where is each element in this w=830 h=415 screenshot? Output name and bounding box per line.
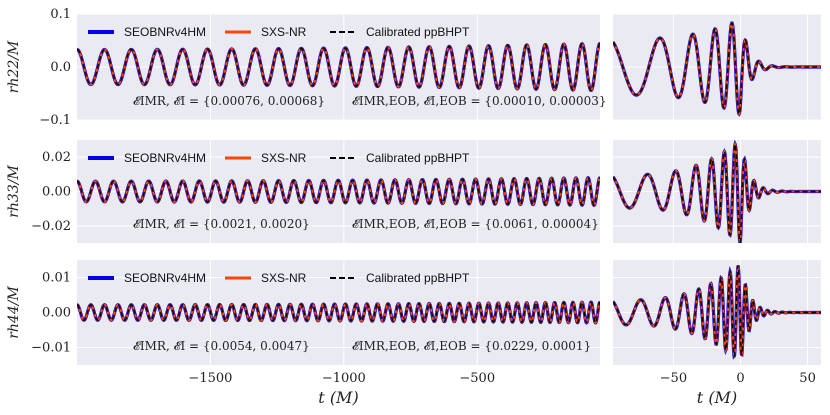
y-axis-label: rh44/M (6, 286, 22, 339)
legend-label-3: Calibrated ppBHPT (366, 25, 470, 39)
legend-label-1: SEOBNRv4HM (124, 151, 206, 165)
left-waveforms-row-1 (77, 41, 600, 93)
legend-label-1: SEOBNRv4HM (124, 271, 206, 285)
xtick-label-left: −500 (459, 371, 495, 386)
ytick-label: 0.01 (42, 271, 71, 286)
ppbhpt-line (77, 176, 600, 207)
error-annotation-right: 𝓔IMR,EOB, 𝓔I,EOB = {0.00010, 0.00003} (352, 94, 606, 108)
right-waveforms-row-2 (613, 140, 821, 243)
legend-label-3: Calibrated ppBHPT (366, 151, 470, 165)
ppbhpt-line (77, 301, 600, 324)
ytick-label: 0.02 (42, 150, 71, 165)
xtick-label-right: 50 (799, 371, 816, 386)
left-waveforms-row-3 (77, 300, 600, 325)
legend-label-3: Calibrated ppBHPT (366, 271, 470, 285)
y-axis-label: rh33/M (6, 165, 22, 218)
x-axis-label-left: t (M) (318, 388, 358, 407)
legend-label-2: SXS-NR (261, 151, 307, 165)
ppbhpt-line (77, 42, 600, 92)
y-axis-label: rh22/M (6, 40, 22, 93)
legend-label-1: SEOBNRv4HM (124, 25, 206, 39)
right-waveforms-row-3 (613, 265, 821, 360)
ppbhpt-line (613, 142, 821, 243)
error-annotation-right: 𝓔IMR,EOB, 𝓔I,EOB = {0.0229, 0.0001} (352, 339, 591, 353)
ytick-label: 0.1 (50, 7, 71, 22)
xtick-label-right: −50 (660, 371, 687, 386)
legend-label-2: SXS-NR (261, 271, 307, 285)
ytick-label: −0.01 (31, 341, 71, 356)
ytick-label: −0.1 (39, 113, 71, 128)
xtick-label-left: −1500 (188, 371, 232, 386)
ytick-label: −0.02 (31, 219, 71, 234)
ppbhpt-line (613, 22, 821, 116)
xtick-label-left: −1000 (322, 371, 366, 386)
ytick-label: 0.0 (50, 60, 71, 75)
error-annotation-left: 𝓔IMR, 𝓔I = {0.00076, 0.00068} (133, 94, 325, 108)
xtick-label-right: 0 (736, 371, 744, 386)
error-annotation-left: 𝓔IMR, 𝓔I = {0.0054, 0.0047} (133, 339, 310, 353)
ytick-label: 0.00 (42, 185, 71, 200)
x-axis-label-right: t (M) (697, 388, 737, 407)
ppbhpt-line (613, 265, 821, 358)
error-annotation-right: 𝓔IMR,EOB, 𝓔I,EOB = {0.0061, 0.00004} (352, 217, 599, 231)
left-waveforms-row-2 (77, 176, 600, 208)
legend-label-2: SXS-NR (261, 25, 307, 39)
right-waveforms-row-1 (613, 21, 821, 117)
error-annotation-left: 𝓔IMR, 𝓔I = {0.0021, 0.0020} (133, 217, 310, 231)
ytick-label: 0.00 (42, 306, 71, 321)
